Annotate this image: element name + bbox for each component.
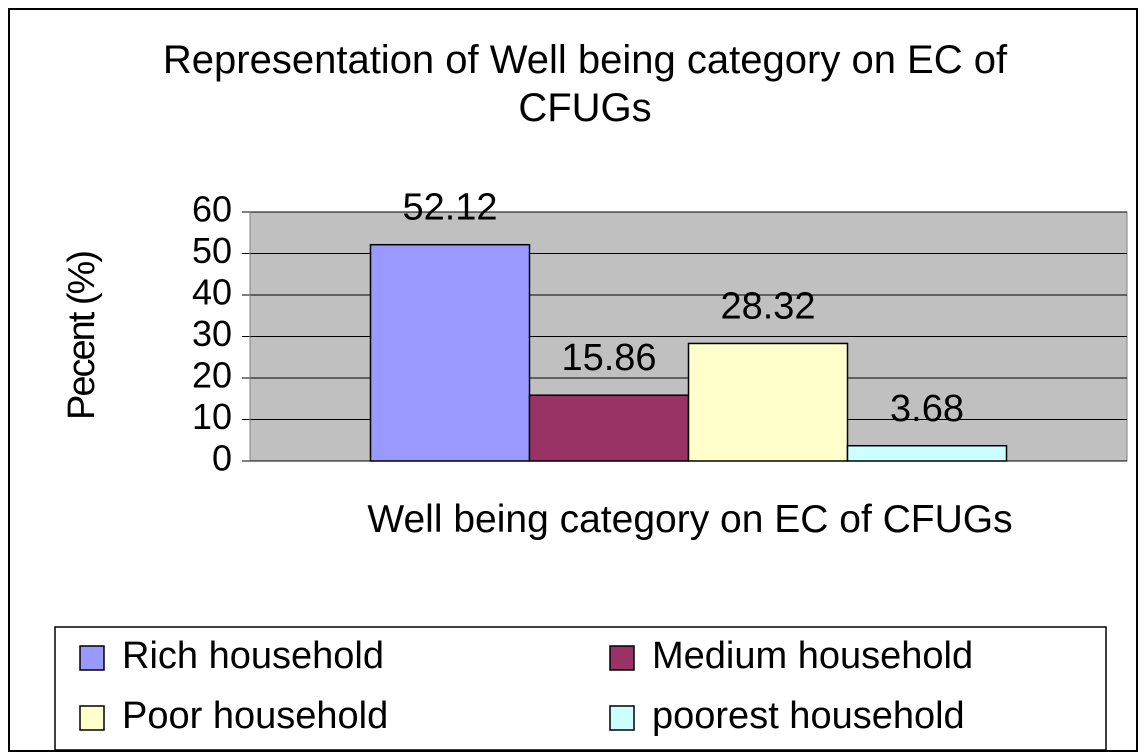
bar [528, 394, 690, 462]
y-tick-label: 40 [192, 272, 232, 313]
legend-label: poorest household [652, 695, 965, 737]
data-label: 28.32 [720, 286, 815, 328]
legend-swatch [609, 705, 635, 731]
legend-swatch [79, 705, 105, 731]
data-label: 15.86 [561, 337, 656, 379]
y-tick-label: 30 [192, 313, 232, 354]
legend-swatch [79, 645, 105, 671]
chart-title: Representation of Well being category on… [162, 38, 1008, 130]
y-tick-label: 20 [192, 355, 232, 396]
data-label: 3.68 [890, 388, 964, 430]
y-tick-label: 10 [192, 396, 232, 437]
legend-swatch [609, 645, 635, 671]
x-axis-label: Well being category on EC of CFUGs [367, 498, 1013, 541]
y-axis-label: Pecent (%) [61, 252, 103, 420]
bar [369, 243, 531, 462]
legend-label: Medium household [652, 635, 973, 677]
legend-label: Poor household [122, 695, 388, 737]
y-tick-label: 0 [212, 438, 232, 479]
y-tick-label: 60 [192, 189, 232, 230]
legend-box [54, 626, 1107, 751]
bar [846, 444, 1008, 462]
legend-label: Rich household [122, 635, 384, 677]
y-tick-label: 50 [192, 230, 232, 271]
bar [687, 342, 849, 462]
data-label: 52.12 [402, 187, 497, 229]
